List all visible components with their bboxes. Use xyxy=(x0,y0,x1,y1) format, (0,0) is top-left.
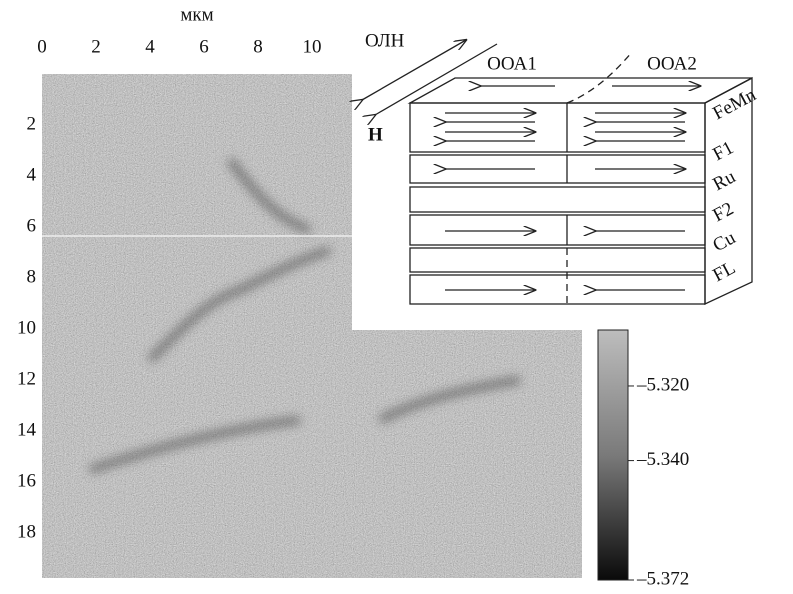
field-label: H xyxy=(368,124,383,145)
domain-label: ООА1 xyxy=(487,53,537,74)
x-tick-label: 8 xyxy=(253,36,263,57)
easy-axis-label: ОЛН xyxy=(365,30,405,51)
figure: мкм ОЛН H ООА1 ООА2 0 2 4 6 8 10 2 4 6 8 10 12 14 16 1… xyxy=(0,0,793,594)
y-tick-label: 16 xyxy=(17,470,36,491)
x-tick-label: 6 xyxy=(199,36,209,57)
colorbar-tick-label: –5.372 xyxy=(636,568,689,589)
colorbar-tick-label: –5.340 xyxy=(636,449,689,470)
y-tick-label: 4 xyxy=(27,164,37,185)
x-tick-label: 0 xyxy=(37,36,47,57)
colorbar-tick-label: –5.320 xyxy=(636,374,689,395)
y-tick-label: 12 xyxy=(17,368,36,389)
colorbar xyxy=(598,330,628,580)
x-tick-label: 10 xyxy=(303,36,322,57)
y-tick-label: 8 xyxy=(27,266,37,287)
y-tick-label: 2 xyxy=(27,113,37,134)
y-tick-label: 14 xyxy=(17,419,37,440)
x-axis-label: мкм xyxy=(180,4,213,25)
x-tick-label: 4 xyxy=(145,36,155,57)
y-tick-label: 18 xyxy=(17,521,36,542)
y-tick-label: 10 xyxy=(17,317,36,338)
domain-label: ООА2 xyxy=(647,53,697,74)
y-tick-label: 6 xyxy=(27,215,37,236)
x-tick-label: 2 xyxy=(91,36,101,57)
